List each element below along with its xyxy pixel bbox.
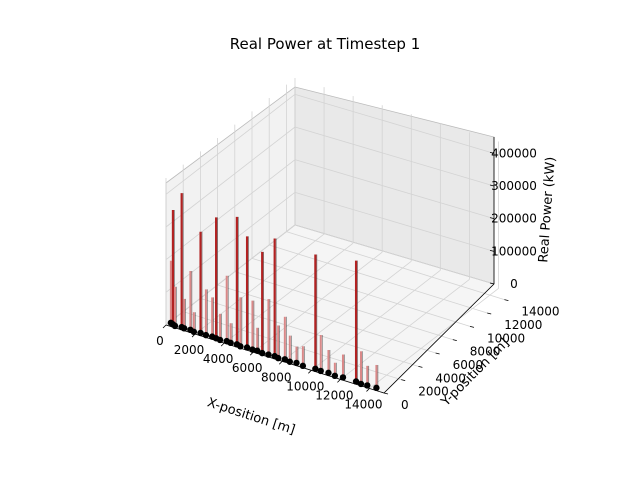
turbine-point bbox=[237, 343, 244, 350]
z-grid-line-left bbox=[165, 224, 296, 326]
turbine-point bbox=[317, 367, 324, 375]
y-grid-line-floor bbox=[286, 231, 505, 301]
turbine-point bbox=[265, 351, 272, 358]
z-grid-line-back bbox=[294, 159, 495, 220]
z-tick-mark bbox=[489, 282, 495, 285]
y-grid-line-floor bbox=[217, 284, 436, 354]
turbine-point bbox=[202, 331, 210, 339]
x-tick-label: 4000 bbox=[203, 352, 234, 366]
turbine-point bbox=[274, 354, 282, 362]
y-axis-line bbox=[383, 283, 495, 394]
y-tick-mark bbox=[401, 379, 406, 382]
z-grid-line-back bbox=[294, 224, 495, 285]
y-tick-label: 8000 bbox=[470, 345, 501, 359]
z-tick-label: 300000 bbox=[491, 179, 537, 193]
y-tick-mark bbox=[487, 312, 492, 315]
x-tick-label: 12000 bbox=[315, 388, 353, 402]
y-tick-mark bbox=[418, 365, 423, 368]
turbine-point bbox=[254, 347, 261, 354]
y-tick-label: 6000 bbox=[453, 358, 484, 372]
turbine-point bbox=[243, 344, 251, 351]
z-grid-line-back bbox=[294, 126, 495, 187]
z-grid-line-left bbox=[165, 159, 296, 260]
z-tick-mark bbox=[489, 249, 495, 252]
z-tick-label: 100000 bbox=[491, 244, 537, 258]
y-tick-mark bbox=[469, 325, 475, 328]
x-tick-mark bbox=[162, 324, 167, 329]
y-tick-label: 0 bbox=[401, 398, 409, 412]
y-tick-label: 12000 bbox=[504, 318, 542, 332]
x-tick-mark bbox=[308, 370, 312, 374]
turbine-point bbox=[171, 322, 179, 330]
z-grid-line-back bbox=[294, 191, 495, 252]
y-tick-label: 2000 bbox=[418, 385, 449, 399]
turbine-point bbox=[364, 382, 371, 389]
turbine-point bbox=[357, 380, 365, 388]
y-tick-mark bbox=[383, 392, 389, 395]
turbine-point bbox=[216, 336, 224, 344]
turbine-point bbox=[325, 369, 332, 377]
turbine-point bbox=[190, 328, 198, 336]
turbine-point bbox=[293, 359, 300, 367]
y-tick-mark bbox=[452, 339, 457, 342]
turbine-point bbox=[180, 325, 188, 332]
x-grid-line-floor bbox=[223, 242, 354, 344]
z-tick-label: 0 bbox=[510, 277, 518, 291]
turbine-point bbox=[227, 339, 234, 347]
y-grid-line-floor bbox=[234, 271, 453, 341]
turbine-point bbox=[299, 362, 307, 370]
x-grid-line-floor bbox=[369, 288, 499, 389]
turbine-point bbox=[373, 384, 380, 392]
x-tick-label: 10000 bbox=[286, 379, 324, 393]
y-grid-line-floor bbox=[251, 257, 471, 327]
y-tick-label: 14000 bbox=[521, 305, 559, 319]
turbine-point bbox=[281, 356, 289, 363]
y-grid-line-floor bbox=[269, 244, 488, 314]
x-tick-label: 2000 bbox=[174, 343, 205, 357]
turbine-point bbox=[286, 358, 293, 365]
x-tick-mark bbox=[220, 342, 225, 347]
y-tick-label: 10000 bbox=[487, 331, 525, 345]
y-tick-mark bbox=[504, 299, 509, 302]
x-tick-mark bbox=[366, 388, 370, 392]
chart-title: Real Power at Timestep 1 bbox=[230, 35, 421, 53]
z-tick-label: 400000 bbox=[491, 146, 537, 160]
z-grid-line-left bbox=[165, 94, 296, 195]
z-axis-label: Real Power (kW) bbox=[536, 156, 558, 263]
x-tick-mark bbox=[278, 360, 283, 365]
turbine-point bbox=[249, 346, 256, 353]
turbine-point bbox=[197, 329, 204, 337]
x-tick-mark bbox=[337, 379, 341, 383]
x-grid-line-floor bbox=[311, 270, 441, 371]
z-grid-line-back bbox=[294, 93, 495, 154]
turbine-point bbox=[258, 349, 266, 357]
x-tick-label: 6000 bbox=[232, 361, 263, 375]
grid-lines bbox=[165, 78, 505, 394]
z-tick-mark bbox=[489, 151, 495, 154]
z-tick-label: 200000 bbox=[491, 212, 537, 226]
z-grid-line-left bbox=[165, 192, 296, 293]
turbine-point bbox=[331, 372, 339, 379]
turbine-point bbox=[312, 365, 319, 372]
x-tick-label: 0 bbox=[156, 334, 164, 348]
x-tick-label: 8000 bbox=[261, 370, 292, 384]
turbine-point bbox=[339, 374, 347, 381]
x-tick-label: 14000 bbox=[344, 397, 382, 411]
y-tick-label: 4000 bbox=[435, 371, 466, 385]
y-tick-mark bbox=[435, 352, 440, 355]
z-tick-mark bbox=[489, 184, 495, 187]
bars bbox=[167, 193, 380, 392]
turbine-point bbox=[352, 378, 360, 385]
x-grid-line-floor bbox=[282, 260, 412, 362]
z-tick-mark bbox=[489, 217, 495, 220]
z-grid-line-left bbox=[165, 126, 296, 228]
